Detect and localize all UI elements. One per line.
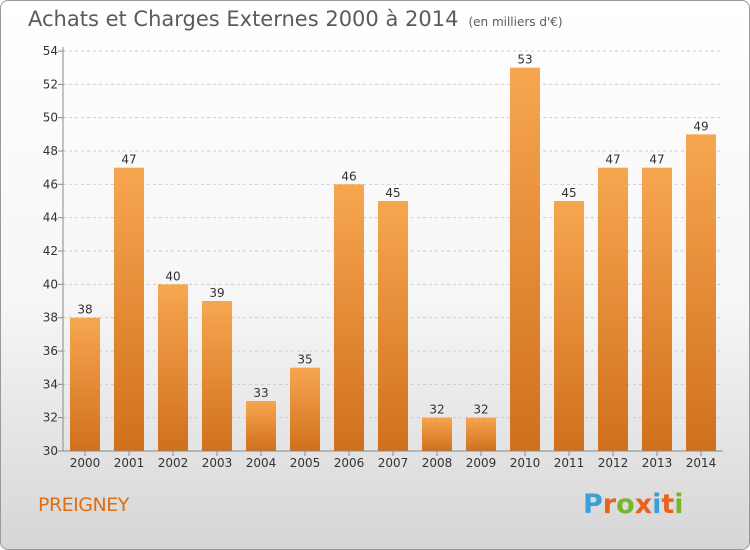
bar-2002 [158, 284, 188, 451]
bar-2014 [686, 134, 716, 452]
value-label: 38 [77, 303, 92, 317]
x-tick-label: 2010 [510, 456, 541, 470]
x-tick-label: 2014 [686, 456, 717, 470]
logo-letter: r [602, 489, 617, 520]
x-tick-label: 2003 [202, 456, 233, 470]
x-tick-label: 2005 [290, 456, 321, 470]
logo-letter: i [674, 489, 684, 520]
value-label: 39 [209, 286, 224, 300]
bar-2000 [70, 317, 100, 451]
x-tick-label: 2000 [70, 456, 101, 470]
y-tick-label: 36 [43, 344, 58, 358]
value-label: 45 [385, 186, 400, 200]
y-tick-label: 46 [43, 177, 58, 191]
value-label: 53 [517, 53, 532, 67]
proxiti-logo: Proxiti [583, 489, 684, 520]
chart-unit: (en milliers d'€) [468, 15, 563, 29]
logo-letter: P [583, 489, 603, 520]
y-tick-label: 50 [43, 111, 58, 125]
x-tick-label: 2012 [598, 456, 629, 470]
value-label: 45 [561, 186, 576, 200]
x-tick-label: 2002 [158, 456, 189, 470]
y-tick-label: 54 [43, 44, 58, 58]
y-axis-ticks: 30 32 34 36 38 40 42 44 46 48 50 52 54 [43, 44, 63, 458]
value-label: 47 [649, 153, 664, 167]
bar-2007 [378, 201, 408, 451]
y-tick-label: 40 [43, 277, 58, 291]
bar-2001 [114, 167, 144, 451]
logo-letter: t [661, 489, 675, 520]
value-label: 47 [605, 153, 620, 167]
bar-2005 [290, 367, 320, 451]
x-tick-label: 2006 [334, 456, 365, 470]
value-label: 32 [473, 403, 488, 417]
chart-title: Achats et Charges Externes 2000 à 2014 (e… [28, 7, 563, 31]
value-label: 33 [253, 386, 268, 400]
y-tick-label: 34 [43, 377, 58, 391]
y-tick-label: 48 [43, 144, 58, 158]
logo-letter: x [634, 489, 653, 520]
value-labels: 38 47 40 39 33 35 46 45 32 32 53 45 47 47 49 [77, 53, 708, 417]
x-tick-label: 2004 [246, 456, 277, 470]
axes [62, 47, 723, 452]
x-tick-label: 2011 [554, 456, 585, 470]
bar-2006 [334, 184, 364, 452]
value-label: 40 [165, 269, 180, 283]
x-tick-label: 2001 [114, 456, 145, 470]
y-tick-label: 38 [43, 311, 58, 325]
bar-2004 [246, 401, 276, 451]
bar-2003 [202, 301, 232, 451]
logo-letter: i [652, 489, 662, 520]
bar-2009 [466, 417, 496, 451]
bar-2011 [554, 201, 584, 451]
logo-letter: o [616, 489, 635, 520]
y-tick-label: 32 [43, 411, 58, 425]
value-label: 46 [341, 169, 356, 183]
value-label: 47 [121, 153, 136, 167]
x-tick-label: 2009 [466, 456, 497, 470]
y-tick-label: 42 [43, 244, 58, 258]
value-label: 32 [429, 403, 444, 417]
x-axis-ticks: 2000 2001 2002 2003 2004 2005 2006 2007 2008 2009… [70, 451, 717, 470]
bar-2013 [642, 167, 672, 451]
y-tick-label: 30 [43, 444, 58, 458]
x-tick-label: 2013 [642, 456, 673, 470]
bars [70, 67, 716, 452]
bar-2010 [510, 67, 540, 452]
bar-2008 [422, 417, 452, 451]
commune-name: PREIGNEY [38, 494, 129, 516]
y-tick-label: 44 [43, 211, 58, 225]
value-label: 35 [297, 353, 312, 367]
chart-title-text: Achats et Charges Externes 2000 à 2014 [28, 7, 459, 31]
y-tick-label: 52 [43, 77, 58, 91]
value-label: 49 [693, 119, 708, 133]
x-tick-label: 2007 [378, 456, 409, 470]
bar-2012 [598, 167, 628, 451]
x-tick-label: 2008 [422, 456, 453, 470]
